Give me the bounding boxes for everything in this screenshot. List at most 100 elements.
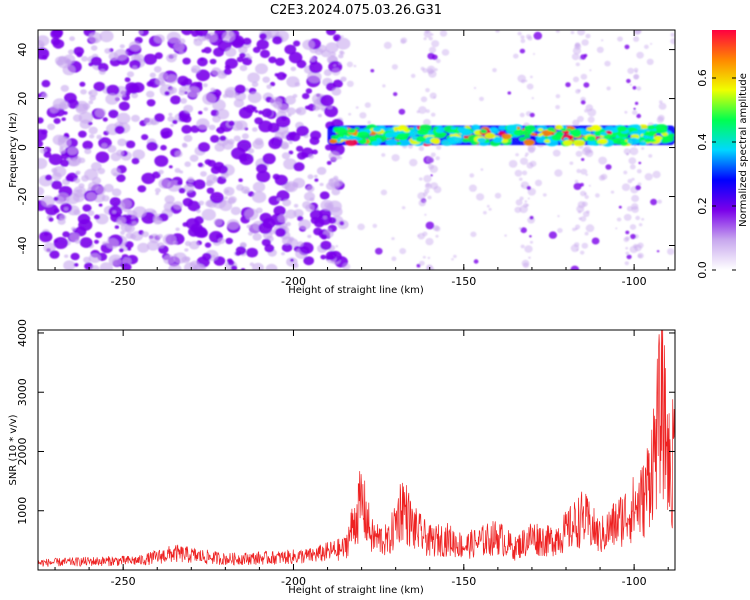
heatmap-cell: [605, 164, 612, 170]
snr-y-axis: 1000 2000 3000 4000: [16, 319, 675, 525]
heatmap-cell: [179, 50, 184, 55]
heatmap-cell: [506, 124, 518, 132]
heatmap-cell: [428, 36, 433, 41]
heatmap-cell: [288, 140, 293, 144]
heatmap-cell: [583, 82, 590, 88]
heatmap-cell: [591, 237, 600, 245]
heatmap-cell: [124, 224, 135, 233]
heatmap-cell: [621, 183, 631, 191]
heatmap-cell: [393, 92, 398, 97]
heatmap-cell: [548, 231, 558, 239]
heatmap-cell: [47, 123, 56, 131]
heatmap-cell: [137, 185, 147, 193]
heatmap-cell: [524, 200, 528, 203]
heatmap-cell: [88, 181, 99, 191]
heatmap-cell: [106, 84, 120, 96]
heatmap-cell: [282, 73, 287, 78]
heatmap-cell: [102, 241, 107, 246]
heatmap-cell: [53, 196, 59, 201]
heatmap-cell: [55, 192, 70, 205]
heatmap-cell: [419, 260, 425, 266]
heatmap-cell: [391, 154, 400, 162]
heatmap-cell: [524, 79, 528, 83]
heatmap-cell: [94, 231, 103, 239]
heatmap-cell: [246, 247, 258, 258]
heatmap-cell: [399, 248, 407, 255]
heatmap-cell: [251, 81, 259, 88]
heatmap-cell: [484, 132, 496, 139]
heatmap-cell: [520, 157, 528, 165]
heatmap-cell: [126, 71, 135, 78]
heatmap-cell: [82, 204, 92, 212]
heatmap-cell: [624, 110, 628, 114]
heatmap-x-tick-label: -200: [281, 275, 306, 288]
heatmap-cell: [338, 156, 343, 160]
heatmap-cell: [281, 243, 293, 253]
heatmap-cell: [488, 207, 492, 211]
heatmap-cell: [213, 218, 223, 226]
heatmap-cell: [184, 161, 191, 167]
heatmap-cell: [256, 163, 268, 174]
heatmap-cell: [423, 37, 427, 41]
heatmap-cell: [513, 53, 519, 59]
heatmap-cell: [590, 125, 602, 131]
heatmap-cell: [210, 135, 220, 143]
heatmap-cell: [103, 183, 114, 193]
heatmap-cell: [157, 242, 165, 249]
heatmap-cell: [644, 44, 649, 49]
heatmap-cell: [541, 129, 553, 137]
heatmap-cell: [248, 56, 253, 60]
heatmap-cell: [372, 223, 378, 228]
heatmap-cell: [333, 64, 336, 67]
heatmap-cell: [647, 125, 656, 130]
heatmap-cell: [555, 30, 560, 33]
heatmap-x-label: Height of straight line (km): [288, 285, 424, 296]
heatmap-cell: [492, 137, 503, 143]
heatmap-cell: [53, 208, 60, 214]
heatmap-cell: [79, 81, 86, 87]
heatmap-cell: [519, 112, 525, 118]
heatmap-cell: [429, 165, 438, 174]
heatmap-cell: [174, 168, 181, 173]
heatmap-cell: [293, 209, 304, 218]
heatmap-cell: [650, 42, 653, 45]
heatmap-cell: [166, 31, 181, 44]
heatmap-cell: [326, 160, 332, 165]
heatmap-cell: [320, 254, 327, 260]
heatmap-cell: [205, 181, 212, 187]
heatmap-cell: [628, 157, 637, 165]
heatmap-cell: [114, 225, 120, 229]
heatmap-cell: [580, 216, 587, 222]
heatmap-cell: [189, 154, 199, 162]
heatmap-cell: [286, 76, 300, 88]
heatmap-cell: [187, 176, 195, 183]
heatmap-cell: [252, 127, 258, 132]
heatmap-cell: [178, 187, 186, 194]
heatmap-cell: [102, 117, 108, 122]
heatmap-cell: [423, 199, 427, 203]
heatmap-cell: [473, 86, 477, 90]
heatmap-cell: [227, 258, 233, 264]
colorbar-axis: 0.0 0.2 0.4 0.6: [696, 69, 736, 279]
heatmap-cell: [297, 215, 304, 222]
heatmap-cell: [653, 135, 663, 141]
heatmap-cell: [242, 57, 253, 66]
heatmap-cell: [255, 63, 268, 75]
heatmap-cell: [48, 153, 63, 166]
heatmap-cell: [648, 154, 653, 158]
heatmap-cell: [79, 237, 93, 248]
heatmap-cell: [313, 174, 318, 178]
heatmap-cell: [305, 88, 313, 94]
heatmap-cell: [132, 149, 145, 160]
heatmap-cell: [307, 234, 312, 239]
heatmap-cell: [154, 155, 169, 167]
colorbar-tick-label: 0.6: [696, 69, 709, 87]
heatmap-cell: [519, 205, 528, 214]
heatmap-cell: [50, 30, 63, 39]
heatmap-cell: [60, 84, 69, 92]
heatmap-cell: [216, 128, 220, 132]
heatmap-cell: [646, 58, 654, 65]
heatmap-cell: [71, 158, 78, 163]
heatmap-cell: [249, 262, 255, 267]
heatmap-cell: [426, 156, 434, 163]
